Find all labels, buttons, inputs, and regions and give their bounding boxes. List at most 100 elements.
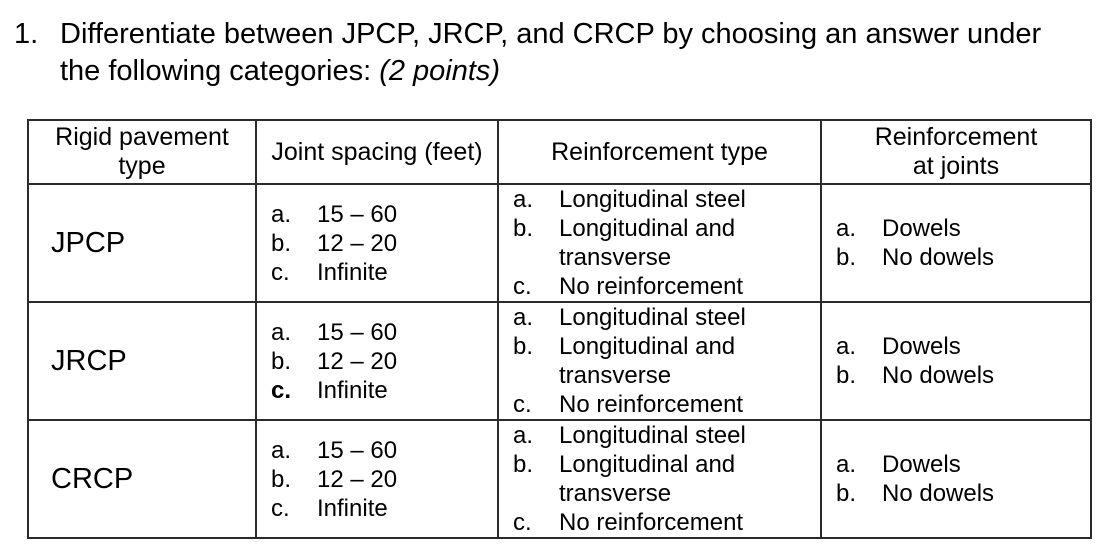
option-text: Longitudinal steel	[559, 186, 746, 213]
option-text: 12 – 20	[317, 347, 398, 375]
option-line: b. 12 – 20	[271, 465, 495, 494]
option-marker: b.	[271, 347, 292, 375]
table-row-jrcp: JRCP a. 15 – 60 b. 12 – 20 c. Infinite a. Longit…	[27, 301, 1092, 421]
option-marker: a.	[271, 318, 292, 346]
option-marker: a.	[271, 436, 292, 464]
option-line: a. Longitudinal steel	[513, 421, 818, 450]
option-text: No dowels	[882, 480, 995, 507]
option-line: c. No reinforcement	[513, 390, 818, 419]
option-line: c. No reinforcement	[513, 508, 818, 537]
pavement-comparison-table: Rigid pavement type Joint spacing (feet) R…	[27, 119, 1092, 539]
option-marker: b.	[836, 480, 857, 507]
question-points: (2 points)	[379, 55, 501, 87]
option-line: b. 12 – 20	[271, 347, 495, 376]
option-line: b. Longitudinal and transverse	[513, 450, 818, 508]
option-text: Infinite	[317, 494, 388, 522]
question-heading: 1. Differentiate between JPCP, JRCP, and…	[14, 16, 1094, 90]
option-line: b. No dowels	[836, 479, 1088, 508]
column-header-3: Reinforcement at joints	[820, 119, 1092, 185]
pavement-type-cell: CRCP	[27, 419, 257, 539]
option-text: Dowels	[882, 451, 961, 478]
option-marker: c.	[513, 509, 532, 536]
option-text: Infinite	[317, 376, 388, 404]
option-line: c. Infinite	[271, 376, 495, 405]
table-row-jpcp: JPCP a. 15 – 60 b. 12 – 20 c. Infinite a. Longit…	[27, 183, 1092, 303]
option-line: a. Dowels	[836, 450, 1088, 479]
table-row-crcp: CRCP a. 15 – 60 b. 12 – 20 c. Infinite a. Longit…	[27, 419, 1092, 539]
joint-spacing-cell: a. 15 – 60 b. 12 – 20 c. Infinite	[255, 301, 499, 421]
option-marker: c.	[513, 391, 532, 418]
option-line: b. Longitudinal and transverse	[513, 332, 818, 390]
option-marker: b.	[513, 333, 534, 360]
option-line: c. No reinforcement	[513, 272, 818, 301]
option-marker: b.	[271, 465, 292, 493]
reinforcement-at-joints-cell: a. Dowels b. No dowels	[820, 419, 1092, 539]
table-body: JPCP a. 15 – 60 b. 12 – 20 c. Infinite a. Longit…	[27, 183, 1092, 539]
option-line: a. 15 – 60	[271, 200, 495, 229]
question-text: Differentiate between JPCP, JRCP, and CR…	[60, 16, 1094, 90]
option-line: b. No dowels	[836, 361, 1088, 390]
option-line: a. Longitudinal steel	[513, 303, 818, 332]
option-marker: c.	[271, 494, 290, 522]
option-text: Longitudinal steel	[559, 422, 746, 449]
column-header-1: Joint spacing (feet)	[255, 119, 499, 185]
column-header-0: Rigid pavement type	[27, 119, 257, 185]
column-header-2: Reinforcement type	[497, 119, 822, 185]
option-marker: a.	[513, 422, 534, 449]
option-marker: b.	[513, 451, 534, 478]
option-marker: b.	[836, 362, 857, 389]
option-line: b. 12 – 20	[271, 229, 495, 258]
option-text: Dowels	[882, 333, 961, 360]
option-text: No dowels	[882, 362, 995, 389]
reinforcement-at-joints-cell: a. Dowels b. No dowels	[820, 183, 1092, 303]
table-header-row: Rigid pavement type Joint spacing (feet) R…	[27, 119, 1092, 185]
pavement-type-cell: JPCP	[27, 183, 257, 303]
option-marker: b.	[836, 244, 857, 271]
option-text: 12 – 20	[317, 229, 398, 257]
option-line: c. Infinite	[271, 494, 495, 523]
option-line: b. Longitudinal and transverse	[513, 214, 818, 272]
option-marker: a.	[836, 215, 857, 242]
option-marker: a.	[836, 451, 857, 478]
joint-spacing-cell: a. 15 – 60 b. 12 – 20 c. Infinite	[255, 183, 499, 303]
option-line: a. 15 – 60	[271, 436, 495, 465]
question-line-1: Differentiate between JPCP, JRCP, and CR…	[60, 18, 1042, 50]
option-text: Dowels	[882, 215, 961, 242]
option-text: No reinforcement	[559, 273, 744, 300]
option-line: b. No dowels	[836, 243, 1088, 272]
option-text: Longitudinal and transverse	[559, 215, 736, 271]
option-line: a. Longitudinal steel	[513, 185, 818, 214]
pavement-type-cell: JRCP	[27, 301, 257, 421]
option-text: Longitudinal and transverse	[559, 451, 736, 507]
question-line-2: the following categories:	[60, 55, 380, 87]
option-text: 15 – 60	[317, 200, 398, 228]
option-line: a. Dowels	[836, 214, 1088, 243]
option-marker: a.	[836, 333, 857, 360]
option-line: a. 15 – 60	[271, 318, 495, 347]
option-marker: a.	[271, 200, 292, 228]
option-text: 15 – 60	[317, 436, 398, 464]
option-line: c. Infinite	[271, 258, 495, 287]
option-marker: b.	[513, 215, 534, 242]
reinforcement-type-cell: a. Longitudinal steel b. Longitudinal and t…	[497, 183, 822, 303]
joint-spacing-cell: a. 15 – 60 b. 12 – 20 c. Infinite	[255, 419, 499, 539]
option-marker: b.	[271, 229, 292, 257]
option-line: a. Dowels	[836, 332, 1088, 361]
reinforcement-at-joints-cell: a. Dowels b. No dowels	[820, 301, 1092, 421]
option-text: Longitudinal and transverse	[559, 333, 736, 389]
option-text: 15 – 60	[317, 318, 398, 346]
reinforcement-type-cell: a. Longitudinal steel b. Longitudinal and t…	[497, 301, 822, 421]
option-text: No reinforcement	[559, 391, 744, 418]
option-text: No reinforcement	[559, 509, 744, 536]
option-text: Infinite	[317, 258, 388, 286]
option-marker: a.	[513, 186, 534, 213]
option-text: Longitudinal steel	[559, 304, 746, 331]
option-marker: a.	[513, 304, 534, 331]
option-text: No dowels	[882, 244, 995, 271]
option-marker: c.	[513, 273, 532, 300]
question-number: 1.	[14, 18, 39, 50]
option-marker: c.	[271, 376, 292, 404]
option-marker: c.	[271, 258, 290, 286]
reinforcement-type-cell: a. Longitudinal steel b. Longitudinal and t…	[497, 419, 822, 539]
